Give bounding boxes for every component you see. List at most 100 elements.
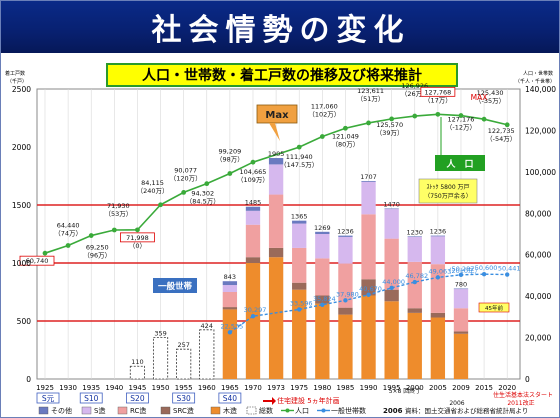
population-label: 122,735 <box>488 127 515 135</box>
population-change-label: （102万） <box>308 111 340 119</box>
population-change-label: （96万） <box>83 252 111 260</box>
population-point <box>88 233 94 238</box>
households-point <box>505 272 510 277</box>
bar-total-dashed <box>152 336 169 380</box>
population-change-label: （-12万） <box>446 124 476 132</box>
legend-label: S造 <box>94 406 105 415</box>
population-label: 127,176 <box>448 116 475 124</box>
bar-segment-src <box>338 307 353 315</box>
bar-segment-wood <box>222 309 238 379</box>
population-change-label: （-54万） <box>486 135 516 143</box>
bar-segment-s <box>384 209 399 239</box>
population-label: 71,930 <box>107 202 130 210</box>
legend-label: 一般世帯数 <box>331 406 366 415</box>
x-tick-label: 1960 <box>198 384 216 392</box>
households-point <box>297 307 302 312</box>
population-point <box>135 227 140 233</box>
x-tick-label: 2020 <box>498 384 516 392</box>
left-axis-title: 着工戸数 <box>5 70 25 77</box>
bar-total-label: 1485 <box>245 199 262 207</box>
legend-label: RC造 <box>130 406 146 415</box>
bar-total-label: 780 <box>455 281 467 289</box>
bar-segment-other <box>407 236 422 237</box>
population-point <box>204 181 210 187</box>
population-point <box>296 144 302 150</box>
era-label: S10 <box>84 394 99 403</box>
legend-label: 木造 <box>223 406 237 415</box>
bars-layer <box>129 158 469 380</box>
legend-swatch <box>117 406 128 415</box>
bar-segment-other <box>268 158 284 165</box>
basic-law-year-label: 2011改正 <box>507 399 534 407</box>
population-label-box <box>420 86 456 97</box>
right-tick-label: 120,000 <box>525 126 556 135</box>
population-change-label: （17万） <box>424 96 452 104</box>
population-change-label: （84.5万） <box>186 198 220 206</box>
bar-segment-wood <box>384 301 399 379</box>
bar-segment-other <box>245 206 261 211</box>
bar-total-label: 1236 <box>430 228 447 236</box>
max-callout-label: Max <box>265 110 289 121</box>
population-label: 123,611 <box>357 87 384 95</box>
legend-label: 人口 <box>295 407 309 415</box>
chart-subtitle: 人口・世帯数・着工戸数の推移及び将来推計 <box>142 68 422 84</box>
bar-segment-src <box>222 307 238 310</box>
bar-segment-wood <box>453 333 469 379</box>
years-45-box <box>478 302 510 313</box>
population-change-label: （109万） <box>237 176 269 184</box>
bar-total-label: 1236 <box>337 228 354 236</box>
households-label: 50,287 <box>452 265 475 273</box>
right-axis-unit: （千人・千世帯） <box>515 78 555 85</box>
bar-segment-src <box>453 331 469 334</box>
bar-segment-rc <box>407 261 422 309</box>
households-point <box>227 330 233 335</box>
households-point <box>389 285 394 291</box>
bar-total-label: 1269 <box>314 224 331 232</box>
left-axis-unit: （千戸） <box>7 78 27 85</box>
bar-segment-other <box>430 235 446 237</box>
bar-total-label: 1230 <box>406 228 423 236</box>
x-tick-label: 2015 <box>475 384 493 392</box>
legend-swatch <box>210 406 221 415</box>
households-label: 44,000 <box>382 278 405 286</box>
bar-total-label: 1707 <box>360 173 377 181</box>
bar-segment-rc <box>338 263 353 308</box>
bar-segment-rc <box>268 194 284 248</box>
population-label: 84,115 <box>141 179 164 187</box>
x-tick-label: 1990 <box>360 384 378 392</box>
bar-total-label: 257 <box>177 341 189 349</box>
population-point <box>343 125 348 131</box>
left-tick-label: 1500 <box>12 201 31 210</box>
population-point <box>412 113 418 119</box>
households-point <box>320 302 325 307</box>
legend-swatch <box>246 406 257 415</box>
max-callout-pointer <box>269 123 280 141</box>
x-tick-label: 1970 <box>244 384 262 392</box>
right-tick-label: 80,000 <box>525 209 551 218</box>
x-tick-label: 1935 <box>82 384 100 392</box>
era-label-box <box>172 392 196 404</box>
bar-segment-rc <box>245 224 261 258</box>
x-tick-label: 1955 <box>175 384 193 392</box>
bar-total-label: 110 <box>131 358 143 366</box>
bar-segment-wood <box>245 263 261 379</box>
bar-total-label: 1470 <box>383 200 400 208</box>
bar-segment-src <box>384 289 399 302</box>
stock-label: ｽﾄｯｸ 5800 万戸 <box>426 184 469 191</box>
left-tick-label: 2500 <box>12 85 31 94</box>
population-label: 71,998 <box>126 234 149 242</box>
population-label: 125,430 <box>477 89 504 97</box>
max-callout-box <box>256 104 298 124</box>
population-label-box <box>19 255 55 266</box>
population-label: 69,250 <box>86 244 109 252</box>
population-change-label: （147.5万） <box>280 161 318 169</box>
era-label: S40 <box>223 394 238 403</box>
households-label: 46,782 <box>405 272 428 280</box>
basic-law-label: 住生活基本法スタート <box>493 391 553 399</box>
population-label: 64,440 <box>57 221 80 229</box>
legend-label: 総数 <box>259 406 273 415</box>
bar-total-label: 424 <box>201 322 213 330</box>
population-point <box>389 116 395 122</box>
bar-total-dashed <box>199 329 215 380</box>
